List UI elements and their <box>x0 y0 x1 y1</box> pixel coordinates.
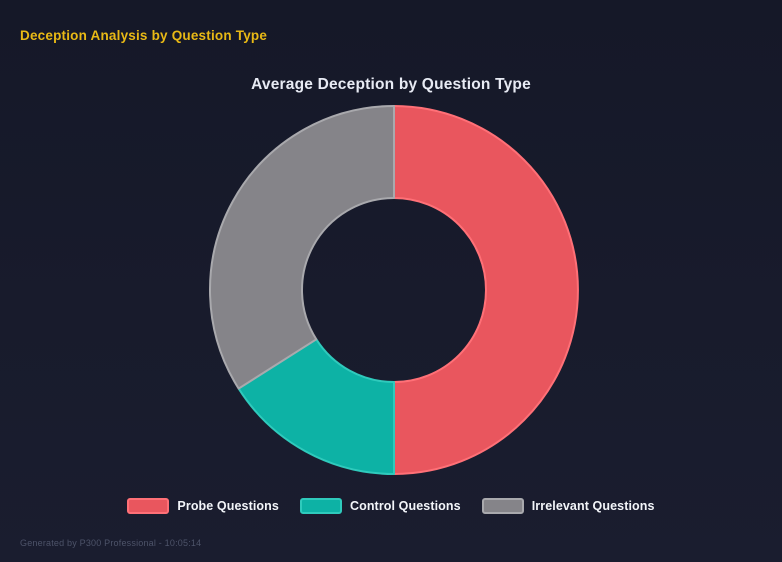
legend-label: Irrelevant Questions <box>531 499 655 513</box>
chart-legend: Probe Questions Control Questions Irreleva… <box>0 498 782 514</box>
doughnut-segment-0[interactable] <box>393 105 579 475</box>
legend-swatch-icon <box>481 498 524 514</box>
doughnut-segment-1[interactable] <box>237 338 395 475</box>
doughnut-chart <box>209 105 579 475</box>
chart-title: Average Deception by Question Type <box>251 76 531 93</box>
footer-credit: Generated by P300 Professional - 10:05:1… <box>20 538 202 548</box>
legend-item-0[interactable]: Probe Questions <box>127 498 279 514</box>
legend-swatch-icon <box>127 498 170 514</box>
doughnut-segment-2[interactable] <box>209 105 395 390</box>
legend-label: Probe Questions <box>177 499 279 513</box>
page-title: Deception Analysis by Question Type <box>20 28 268 43</box>
legend-item-1[interactable]: Control Questions <box>299 498 461 514</box>
legend-label: Control Questions <box>349 499 461 513</box>
legend-swatch-icon <box>299 498 342 514</box>
legend-item-2[interactable]: Irrelevant Questions <box>481 498 655 514</box>
